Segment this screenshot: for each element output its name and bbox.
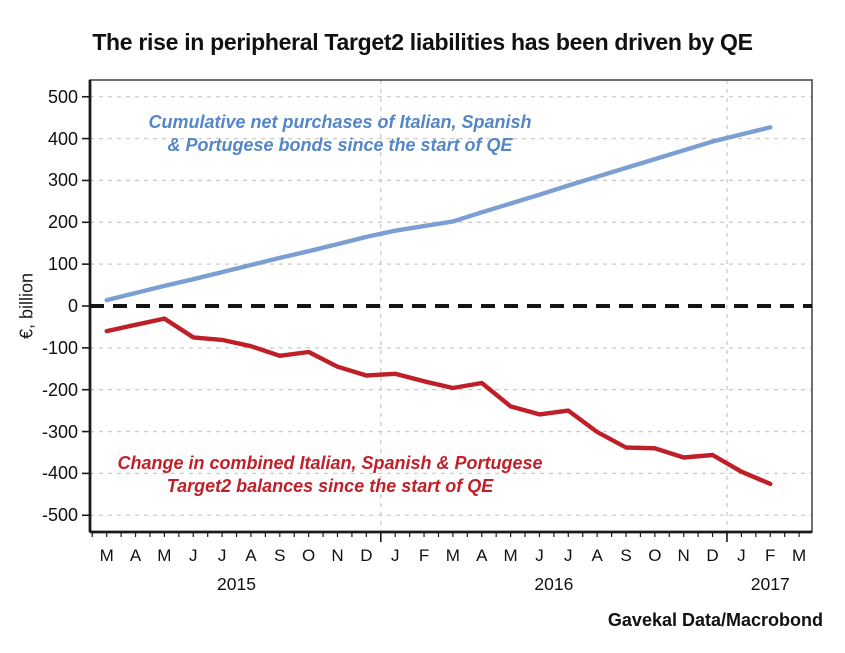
x-tick-label: F [765, 546, 776, 565]
x-year-label: 2017 [750, 574, 790, 594]
x-tick-label: J [564, 546, 573, 565]
x-tick-label: D [360, 546, 373, 565]
x-tick-label: M [157, 546, 172, 565]
x-tick-label: D [706, 546, 719, 565]
x-tick-label: S [620, 546, 632, 565]
x-tick-label: J [535, 546, 544, 565]
x-tick-label: O [648, 546, 662, 565]
source-attribution: Gavekal Data/Macrobond [607, 610, 823, 630]
x-tick-label: N [677, 546, 690, 565]
y-tick-label: 100 [47, 254, 78, 275]
series-label-target2-line2: Target2 balances since the start of QE [166, 476, 494, 496]
x-tick-label: F [418, 546, 430, 565]
y-tick-label: 400 [47, 128, 78, 149]
x-tick-label: N [331, 546, 344, 565]
y-tick-label: -500 [41, 505, 78, 526]
x-tick-label: M [445, 546, 460, 565]
series-label-purchases: Cumulative net purchases of Italian, Spa… [148, 111, 531, 157]
series-purchases-line [104, 125, 773, 303]
x-tick-label: S [274, 546, 286, 565]
series-label-target2: Change in combined Italian, Spanish & Po… [117, 452, 542, 498]
x-tick-label: J [737, 546, 746, 565]
x-tick-label: M [792, 546, 807, 565]
series-label-purchases-line2: & Portugese bonds since the start of QE [167, 135, 513, 155]
series-label-target2-line1: Change in combined Italian, Spanish & Po… [117, 453, 543, 473]
x-tick-label: A [129, 546, 142, 565]
x-tick-label: A [476, 546, 488, 565]
x-tick-label: M [99, 546, 114, 565]
x-tick-label: J [217, 546, 227, 565]
x-tick-label: J [189, 546, 198, 565]
series-label-purchases-line1: Cumulative net purchases of Italian, Spa… [148, 112, 532, 132]
y-tick-label: -100 [41, 337, 78, 358]
x-tick-label: O [302, 546, 316, 565]
x-tick-label: A [245, 546, 257, 565]
series-target2-line [104, 316, 773, 487]
y-tick-label: 0 [67, 296, 78, 316]
x-tick-label: M [503, 546, 518, 565]
y-tick-label: -300 [41, 421, 78, 442]
y-tick-label: 300 [47, 170, 78, 191]
y-tick-label: -200 [41, 379, 78, 400]
x-year-label: 2015 [217, 574, 256, 594]
y-tick-label: 500 [47, 86, 78, 107]
x-year-label: 2016 [534, 574, 574, 594]
x-tick-label: J [390, 546, 400, 565]
y-tick-label: 200 [47, 212, 78, 233]
y-tick-label: -400 [41, 463, 78, 484]
chart-title: The rise in peripheral Target2 liabiliti… [92, 29, 753, 55]
x-tick-label: A [591, 546, 603, 565]
